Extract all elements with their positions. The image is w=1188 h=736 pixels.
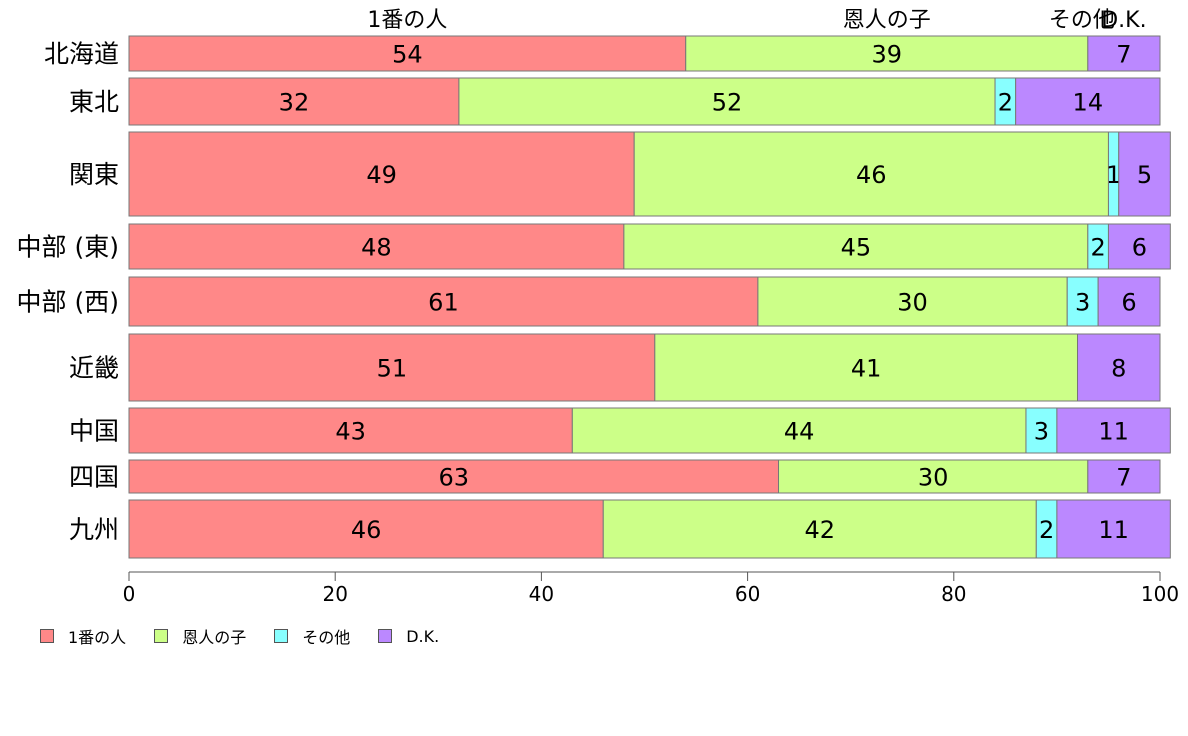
value-label: 2 <box>1039 516 1054 544</box>
category-label: 北海道 <box>44 40 119 69</box>
bar-segment <box>128 276 759 327</box>
value-label: 2 <box>1090 234 1105 262</box>
top-series-label: 1番の人 <box>367 8 447 33</box>
legend-swatch <box>378 629 393 643</box>
category-label: 関東 <box>69 160 119 189</box>
x-tick-label: 20 <box>322 582 347 606</box>
x-tick-label: 0 <box>123 582 136 606</box>
category-label: 九州 <box>69 515 119 544</box>
legend-item: 恩人の子 <box>154 624 246 648</box>
value-label: 49 <box>366 161 397 189</box>
bar-segment <box>1087 459 1161 494</box>
value-label: 3 <box>1034 418 1049 446</box>
value-label: 3 <box>1075 289 1090 317</box>
value-label: 32 <box>279 89 310 117</box>
legend-item: D.K. <box>378 627 439 646</box>
legend-item: 1番の人 <box>40 624 126 648</box>
bar-segment <box>1118 131 1171 217</box>
x-tick-label: 100 <box>1141 582 1179 606</box>
value-label: 8 <box>1111 355 1126 383</box>
value-label: 43 <box>335 418 366 446</box>
value-label: 2 <box>998 89 1013 117</box>
value-label: 11 <box>1098 418 1129 446</box>
bar-segment <box>1087 35 1161 72</box>
value-label: 1 <box>1106 161 1121 189</box>
value-label: 48 <box>361 234 392 262</box>
legend-swatch <box>154 629 169 643</box>
legend-label: D.K. <box>406 626 440 646</box>
bar-segment <box>1056 499 1171 559</box>
bar-segment <box>128 131 635 217</box>
bar-segment <box>128 333 656 402</box>
legend-swatch <box>274 629 289 643</box>
value-label: 39 <box>872 41 903 69</box>
top-series-label: その他 <box>1049 8 1115 33</box>
value-label: 5 <box>1137 161 1152 189</box>
bar-segment <box>1077 333 1161 402</box>
value-label: 54 <box>392 41 423 69</box>
value-label: 61 <box>428 289 459 317</box>
bar-segment <box>1107 223 1171 270</box>
category-label: 中部 (西) <box>17 288 119 317</box>
bar-segment <box>1056 407 1171 454</box>
bar-segment <box>571 407 1027 454</box>
value-label: 7 <box>1116 41 1131 69</box>
value-label: 30 <box>897 289 928 317</box>
legend-item: その他 <box>274 624 350 648</box>
category-label: 中部 (東) <box>17 233 119 262</box>
bar-segment <box>128 77 460 126</box>
value-label: 45 <box>841 234 872 262</box>
x-tick-label: 60 <box>735 582 760 606</box>
bar-segment <box>623 223 1089 270</box>
value-label: 6 <box>1132 234 1147 262</box>
bar-segment <box>128 35 687 72</box>
value-label: 44 <box>784 418 815 446</box>
top-series-label: 恩人の子 <box>843 8 931 33</box>
category-label: 四国 <box>69 463 119 492</box>
legend-label: 1番の人 <box>68 628 127 647</box>
bar-segment <box>458 77 996 126</box>
value-label: 14 <box>1073 89 1104 117</box>
top-series-label: D.K. <box>1101 8 1146 33</box>
legend-label: その他 <box>302 628 351 647</box>
value-label: 41 <box>851 355 882 383</box>
bar-segment <box>1097 276 1161 327</box>
bar-segment <box>1015 77 1161 126</box>
x-tick-label: 80 <box>941 582 966 606</box>
value-label: 51 <box>377 355 408 383</box>
value-label: 6 <box>1121 289 1136 317</box>
category-label: 中国 <box>69 417 119 446</box>
category-label: 東北 <box>69 88 119 117</box>
x-axis: 0 20 40 60 80 100 <box>123 571 1179 606</box>
value-label: 63 <box>438 464 469 492</box>
value-label: 42 <box>804 516 835 544</box>
bar-segment <box>602 499 1037 559</box>
bar-segment <box>128 407 573 454</box>
x-tick-label: 40 <box>529 582 554 606</box>
bar-segment <box>778 459 1089 494</box>
value-label: 46 <box>856 161 887 189</box>
value-label: 30 <box>918 464 949 492</box>
bar-segment <box>128 499 604 559</box>
value-label: 52 <box>712 89 743 117</box>
value-label: 11 <box>1098 516 1129 544</box>
value-label: 7 <box>1116 464 1131 492</box>
legend-label: 恩人の子 <box>182 628 247 647</box>
bar-segment <box>128 223 625 270</box>
legend: 1番の人 恩人の子 その他 D.K. <box>40 624 467 648</box>
value-label: 46 <box>351 516 382 544</box>
category-label: 近畿 <box>69 354 119 383</box>
legend-swatch <box>40 629 54 643</box>
bar-segment <box>654 333 1079 402</box>
